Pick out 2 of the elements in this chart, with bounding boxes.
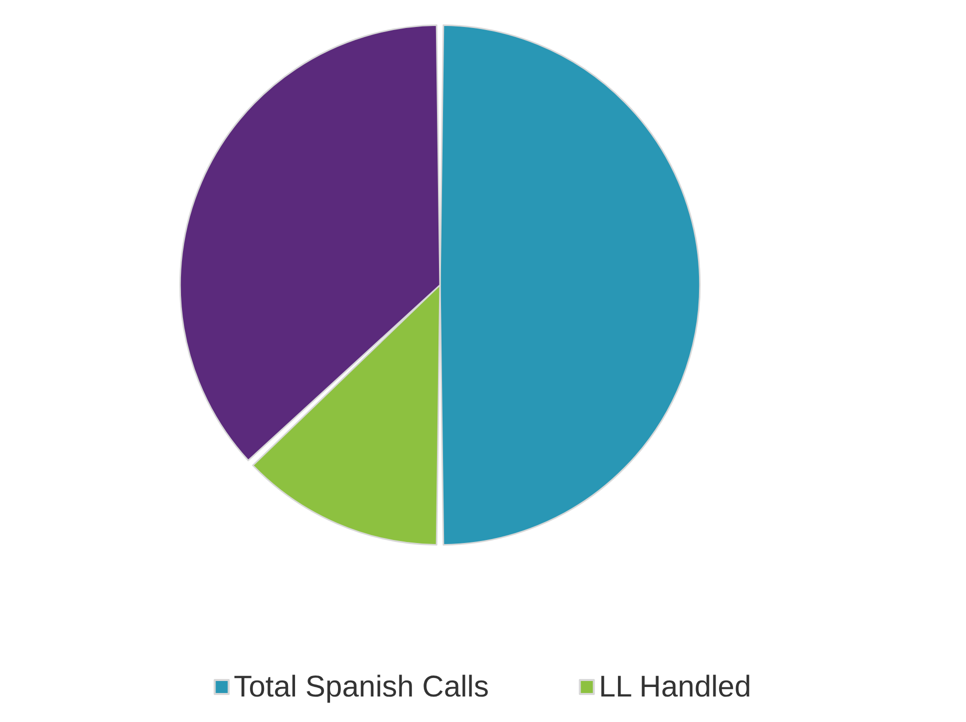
legend-label: Total Spanish Calls bbox=[234, 670, 489, 704]
legend-label: LL Handled bbox=[598, 670, 752, 704]
